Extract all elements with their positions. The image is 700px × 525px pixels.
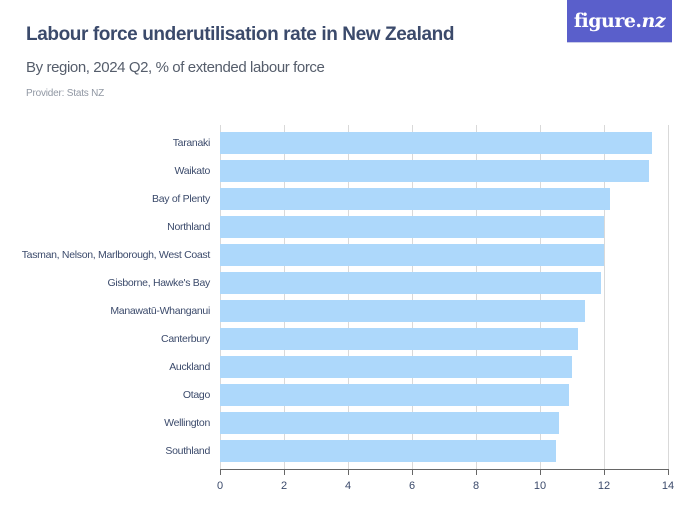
bar[interactable] [220,272,601,294]
logo-text: figure. [573,10,642,32]
provider-text: Provider: Stats NZ [26,88,105,99]
x-tick-label: 8 [472,480,480,492]
category-label: Otago [182,389,210,401]
axis-tick [540,469,541,475]
category-label: Northland [167,221,210,233]
category-label: Wellington [164,417,210,429]
axis-tick [604,469,605,475]
category-label: Southland [165,445,210,457]
category-label: Waikato [174,165,211,177]
chart-subtitle: By region, 2024 Q2, % of extended labour… [26,59,325,76]
gridline [220,125,221,469]
x-tick-label: 10 [533,480,547,492]
category-label: Canterbury [161,333,210,345]
bar[interactable] [220,440,556,462]
bar[interactable] [220,300,585,322]
x-tick-label: 4 [344,480,352,492]
x-tick-label: 14 [661,480,675,492]
gridline [284,125,285,469]
bar[interactable] [220,328,579,350]
bar[interactable] [220,188,611,210]
x-tick-label: 2 [280,480,288,492]
chart-title: Labour force underutilisation rate in Ne… [26,24,455,45]
bar[interactable] [220,244,604,266]
bar[interactable] [220,412,560,434]
category-label: Taranaki [172,137,211,149]
logo-text-nz: nz [641,10,666,32]
axis-tick [476,469,477,475]
gridline [412,125,413,469]
gridline [540,125,541,469]
category-label: Tasman, Nelson, Marlborough, West Coast [21,249,211,261]
bar[interactable] [220,160,649,182]
gridline [476,125,477,469]
category-label: Auckland [169,361,210,373]
bar[interactable] [220,132,652,154]
gridline [604,125,605,469]
gridline [348,125,349,469]
axis-tick [668,469,669,475]
axis-tick [348,469,349,475]
category-label: Manawatū-Whanganui [110,305,210,317]
x-tick-label: 12 [597,480,611,492]
gridline [668,125,669,469]
figure-nz-logo[interactable]: figure. nz [567,0,672,43]
axis-tick [284,469,285,475]
axis-tick [412,469,413,475]
category-label: Gisborne, Hawke's Bay [107,277,211,289]
bar[interactable] [220,216,604,238]
category-label: Bay of Plenty [152,193,210,205]
axis-tick [220,469,221,475]
x-axis-line [220,469,669,470]
x-tick-label: 0 [216,480,224,492]
x-tick-label: 6 [408,480,416,492]
bar[interactable] [220,384,569,406]
bar[interactable] [220,356,572,378]
